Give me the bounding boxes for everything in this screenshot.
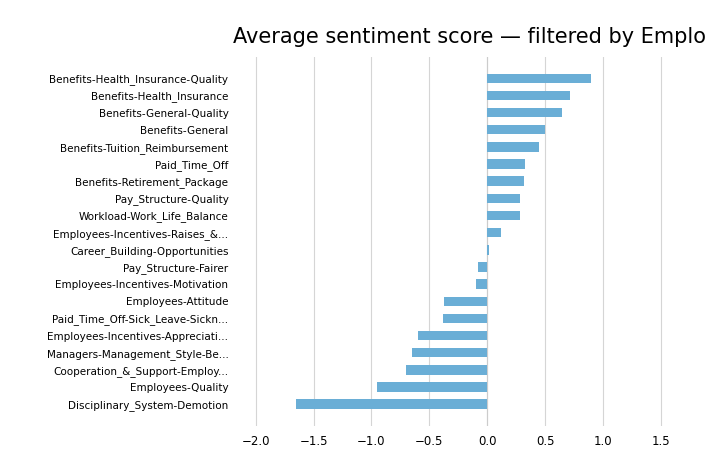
Bar	[487, 108, 563, 117]
Bar	[444, 297, 487, 306]
Bar	[476, 280, 487, 289]
Bar	[487, 228, 501, 237]
Bar	[487, 193, 520, 203]
Bar	[443, 314, 487, 323]
Bar	[487, 211, 520, 220]
Bar	[487, 142, 539, 151]
Bar	[487, 245, 489, 254]
Bar	[406, 365, 487, 375]
Bar	[478, 262, 487, 272]
Bar	[487, 73, 591, 83]
Bar	[487, 159, 525, 169]
Bar	[487, 176, 525, 186]
Bar	[487, 125, 545, 134]
Bar	[412, 348, 487, 358]
Bar	[487, 91, 570, 100]
Text: Average sentiment score — filtered by Employees-Quality: Average sentiment score — filtered by Em…	[233, 27, 705, 47]
Bar	[296, 400, 487, 409]
Bar	[418, 331, 487, 340]
Bar	[377, 382, 487, 392]
